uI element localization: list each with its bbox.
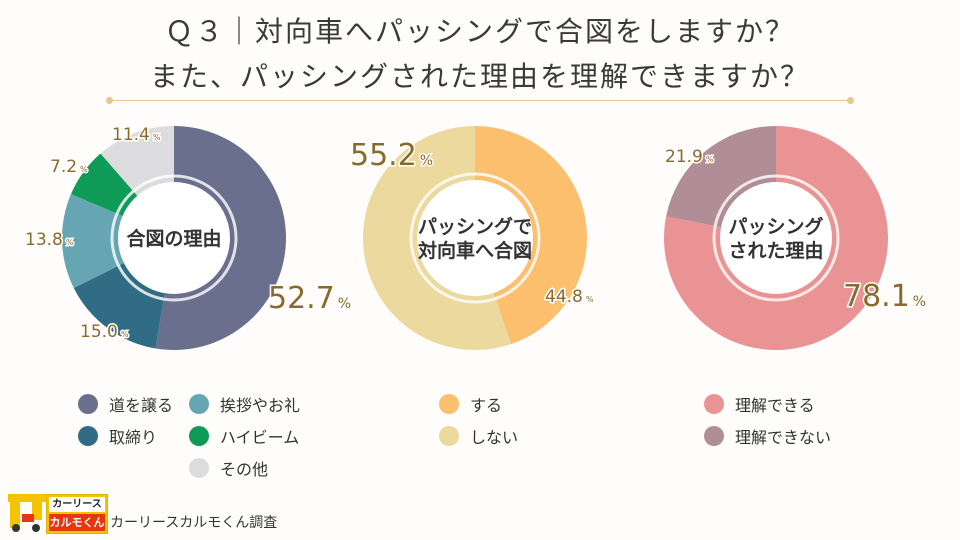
donut-0-value-label-0: 52.7%: [268, 281, 351, 316]
donut-1-outer-ring: [409, 172, 541, 304]
legend-item-other: その他: [189, 456, 268, 480]
donut-1-value-label-0: 44.8%: [545, 287, 594, 307]
donut-2-value-label-0: 78.1%: [843, 279, 926, 314]
legend-item-rikai: 理解できる: [704, 392, 815, 416]
donut-1-center-label: パッシングで: [418, 215, 532, 238]
legend-swatch: [78, 394, 98, 414]
legend-item-suru: する: [439, 392, 502, 416]
donut-0-hole: [118, 182, 230, 294]
donut-2-center-label: された理由: [728, 239, 823, 262]
legend-label: しない: [470, 428, 519, 447]
donut-1-ring: [420, 183, 530, 293]
chart-title-line1: Ｑ３｜対向車へパッシングで合図をしますか？: [164, 15, 795, 48]
legend-label: その他: [220, 460, 269, 479]
survey-source: カーリースカルモくん調査: [110, 515, 278, 531]
legend-swatch: [439, 426, 459, 446]
legend-swatch: [189, 394, 209, 414]
legend-swatch: [189, 426, 209, 446]
legend-swatch: [704, 426, 724, 446]
legend-label: 道を譲る: [109, 396, 174, 415]
brand-bottom-text: カルモくん: [49, 514, 105, 531]
donut-2-ring: [723, 185, 829, 291]
donut-0-value-label-4: 11.4%: [112, 125, 161, 145]
donut-2-center-label: パッシング: [728, 215, 823, 238]
legend-item-shinai: しない: [439, 424, 518, 448]
legend-label: 理解できない: [735, 428, 832, 447]
donut-0-value-label-1: 15.0%: [80, 322, 129, 342]
donut-0-center-label: 合図の理由: [126, 227, 221, 250]
donut-0-value-label-2: 13.8%: [25, 230, 74, 250]
legend-swatch: [78, 426, 98, 446]
legend-label: 理解できる: [735, 396, 815, 415]
legend-swatch: [189, 458, 209, 478]
legend-swatch: [439, 394, 459, 414]
donut-2-hole: [720, 182, 832, 294]
donut-0-slice-2: [61, 194, 175, 289]
donut-1-center-label: 対向車へ合図: [417, 239, 532, 262]
brand-logo: カーリース カルモくん: [46, 494, 108, 534]
legend-item-rikai-nai: 理解できない: [704, 424, 831, 448]
legend-label: する: [470, 396, 503, 415]
legend-item-aisatsu: 挨拶やお礼: [189, 392, 300, 416]
legend-label: ハイビーム: [220, 428, 300, 447]
legend-label: 挨拶やお礼: [220, 396, 301, 415]
donut-0-ring: [121, 185, 227, 291]
legend-item-highbeam: ハイビーム: [189, 424, 299, 448]
donut-2-outer-ring: [712, 174, 840, 302]
divider-right-dot: [847, 97, 854, 104]
brand-logo-icon: [8, 494, 48, 532]
donut-2-value-label-1: 21.9%: [665, 147, 714, 167]
legend-item-yuzuru: 道を譲る: [78, 392, 173, 416]
divider-left-dot: [106, 97, 113, 104]
chart-title-line2: また、パッシングされた理由を理解できますか？: [149, 60, 810, 93]
brand-top-text: カーリース: [49, 497, 105, 512]
legend-swatch: [704, 394, 724, 414]
title-divider: [106, 97, 854, 104]
legend-item-torishimari: 取締り: [78, 424, 157, 448]
donut-0-outer-ring: [110, 174, 238, 302]
legend-label: 取締り: [109, 428, 158, 447]
donut-1-hole: [417, 180, 533, 296]
